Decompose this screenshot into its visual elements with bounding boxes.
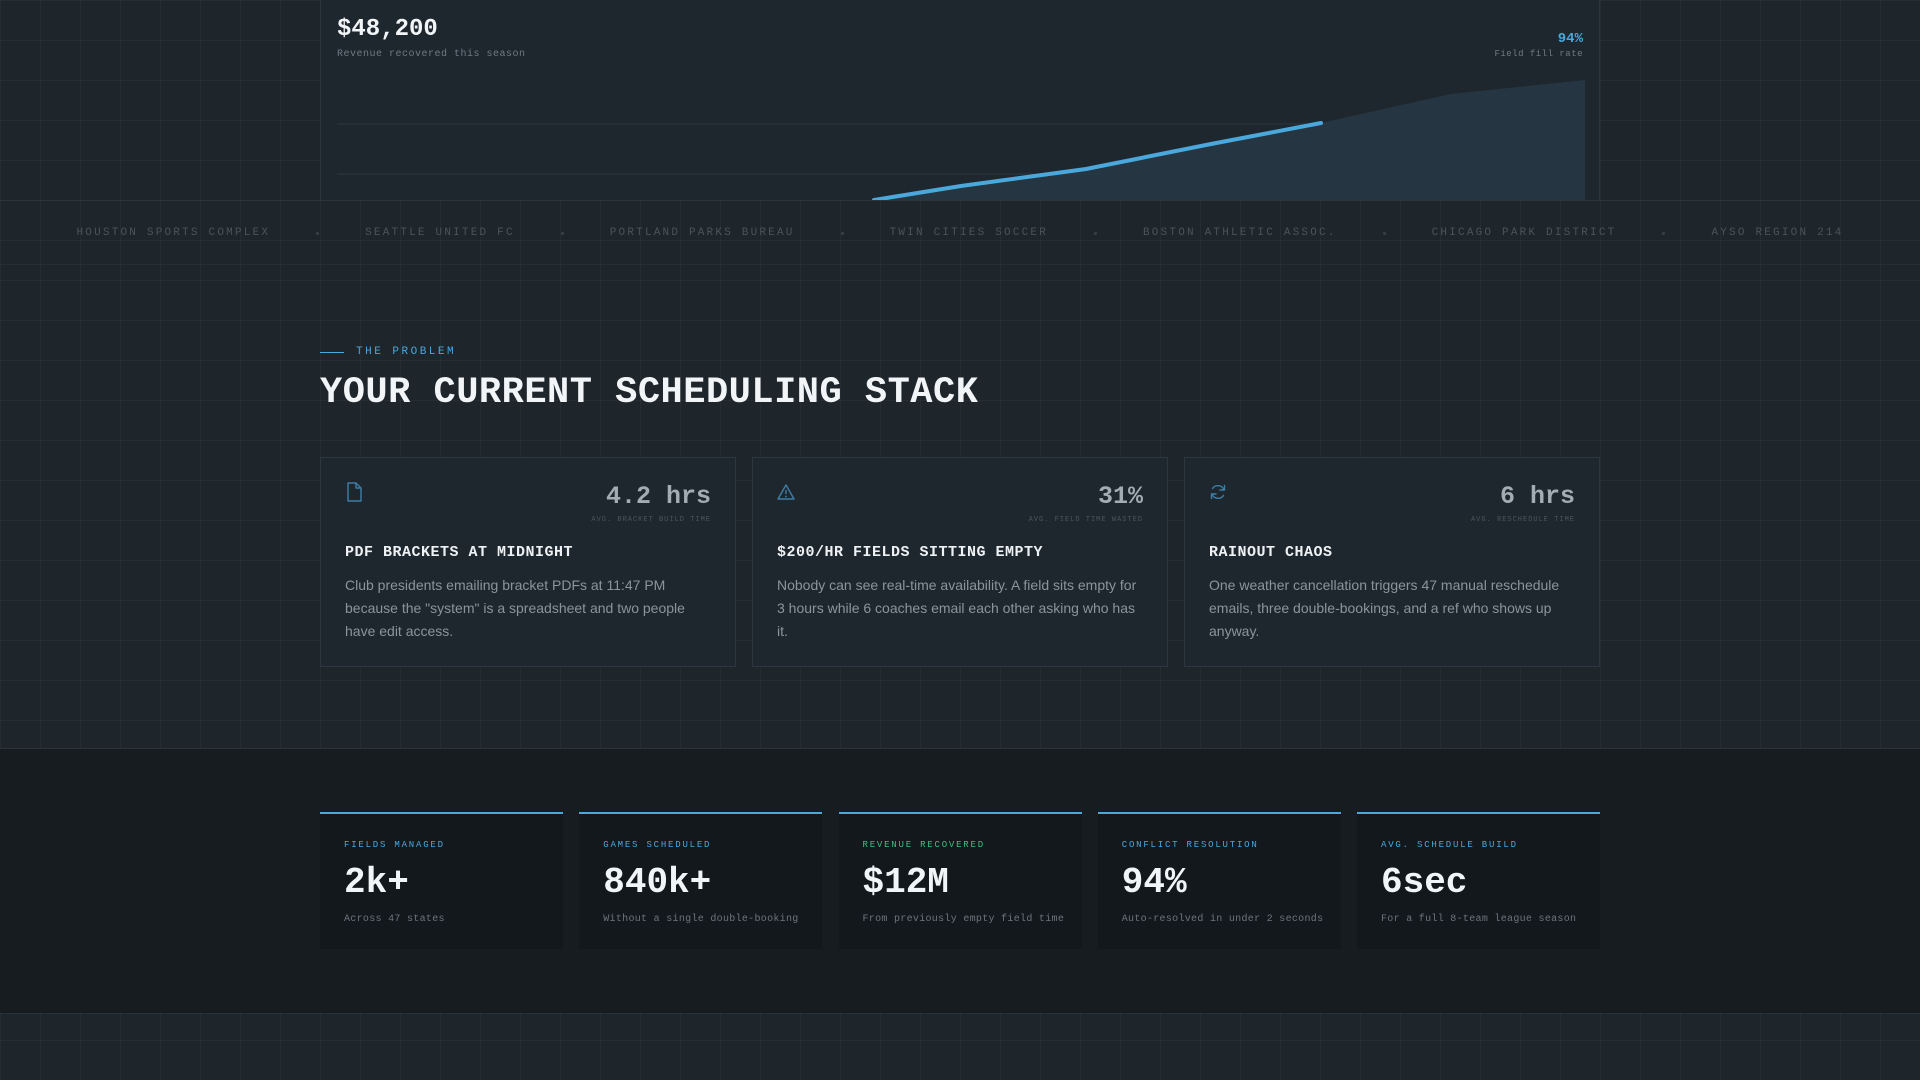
card-stat-label: AVG. FIELD TIME WASTED [1028,516,1143,524]
card-body: Nobody can see real-time availability. A… [777,577,1137,639]
stat-value: 6sec [1381,862,1468,903]
stat-value: 840k+ [603,862,712,903]
eyebrow-text: THE PROBLEM [356,346,457,358]
logo-separator-dot [316,231,320,235]
customer-logo: BOSTON ATHLETIC ASSOC. [1143,227,1337,239]
logo-separator-dot [560,231,564,235]
customer-logo: CHICAGO PARK DISTRICT [1431,227,1617,239]
card-body: Club presidents emailing bracket PDFs at… [345,577,685,639]
card-title: RAINOUT CHAOS [1209,544,1333,561]
stat-value: 2k+ [344,862,409,903]
stat-value: 94% [1121,862,1187,903]
card-stat-label: AVG. BRACKET BUILD TIME [591,516,711,524]
card-stat-value: 6 hrs [1499,482,1575,511]
logo-separator-dot [1662,231,1666,235]
top-divider [0,200,1920,201]
eyebrow-line [320,351,344,353]
card-stat-value: 4.2 hrs [605,482,711,511]
problem-cards: 4.2 hrs AVG. BRACKET BUILD TIME PDF BRAC… [320,457,1600,667]
customer-logo: AYSO REGION 214 [1711,227,1844,239]
card-stat-label: AVG. RESCHEDULE TIME [1470,516,1575,524]
stat-card-conflict-resolution: CONFLICT RESOLUTION 94% Auto-resolved in… [1097,812,1341,949]
card-title: PDF BRACKETS AT MIDNIGHT [345,544,574,561]
customer-logo-strip: HOUSTON SPORTS COMPLEX SEATTLE UNITED FC… [0,216,1920,250]
problem-card: 31% AVG. FIELD TIME WASTED $200/HR FIELD… [752,457,1168,667]
stat-label: CONFLICT RESOLUTION [1121,840,1259,850]
revenue-amount-label: Revenue recovered this season [337,49,526,60]
stats-row: FIELDS MANAGED 2k+ Across 47 states GAME… [320,812,1600,949]
stat-description: Across 47 states [344,914,445,925]
field-fill-rate: 94% [1557,31,1583,47]
chart-area-fill [874,80,1585,200]
stat-card-games-scheduled: GAMES SCHEDULED 840k+ Without a single d… [579,812,823,949]
stat-card-schedule-build: AVG. SCHEDULE BUILD 6sec For a full 8-te… [1357,812,1600,949]
warning-triangle-icon [777,484,795,500]
customer-logo: PORTLAND PARKS BUREAU [609,227,795,239]
revenue-area-chart [337,80,1585,200]
card-stat-value: 31% [1097,482,1143,511]
card-title: $200/HR FIELDS SITTING EMPTY [777,544,1044,561]
revenue-amount: $48,200 [337,16,438,43]
problem-card: 6 hrs AVG. RESCHEDULE TIME RAINOUT CHAOS… [1184,457,1600,667]
stat-label: FIELDS MANAGED [344,840,445,850]
stat-description: From previously empty field time [862,914,1065,925]
customer-logo: HOUSTON SPORTS COMPLEX [76,227,271,239]
stat-description: Auto-resolved in under 2 seconds [1121,914,1324,925]
stat-label: AVG. SCHEDULE BUILD [1381,840,1518,850]
chart-trend-line [872,121,1323,200]
document-icon [347,482,362,502]
section-title: YOUR CURRENT SCHEDULING STACK [320,372,979,414]
logo-separator-dot [1094,231,1097,235]
logo-strip-divider [0,264,1920,265]
refresh-icon [1210,484,1226,500]
customer-logo: TWIN CITIES SOCCER [889,227,1048,239]
revenue-chart-panel: $48,200 Revenue recovered this season 94… [320,0,1600,200]
logo-separator-dot [1382,231,1386,235]
section-eyebrow: THE PROBLEM [320,346,456,358]
stat-value: $12M [862,862,949,903]
stat-card-revenue-recovered: REVENUE RECOVERED $12M From previously e… [838,812,1082,949]
customer-logo: SEATTLE UNITED FC [365,227,515,239]
stat-card-fields-managed: FIELDS MANAGED 2k+ Across 47 states [320,812,563,949]
card-body: One weather cancellation triggers 47 man… [1209,577,1560,639]
stat-description: For a full 8-team league season [1381,914,1577,925]
problem-card: 4.2 hrs AVG. BRACKET BUILD TIME PDF BRAC… [320,457,736,667]
stat-description: Without a single double-booking [603,914,799,925]
stat-label: REVENUE RECOVERED [862,840,985,850]
stat-label: GAMES SCHEDULED [603,840,712,850]
logo-separator-dot [840,231,844,235]
field-fill-rate-label: Field fill rate [1494,49,1583,59]
